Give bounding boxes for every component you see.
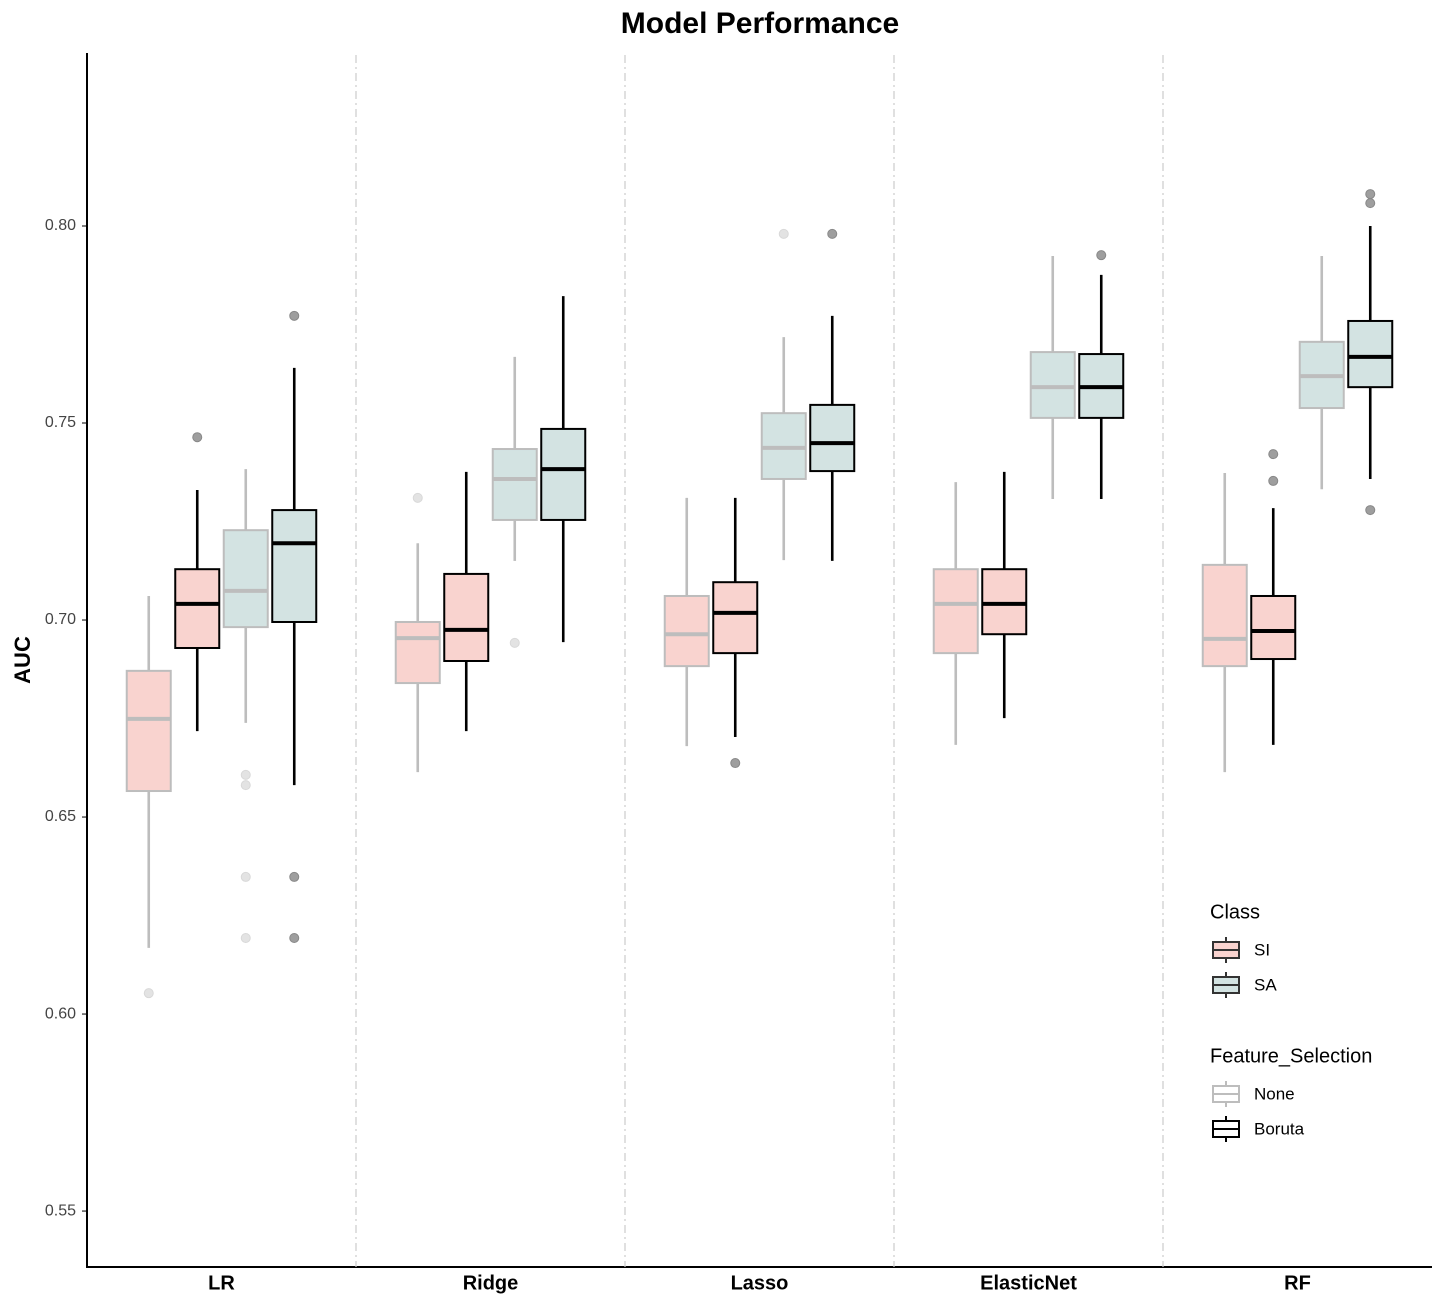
y-tick-label: 0.80	[45, 217, 76, 234]
outlier	[1096, 250, 1107, 261]
y-tick-label: 0.65	[45, 808, 76, 825]
outlier	[289, 932, 300, 943]
outlier	[289, 310, 300, 321]
legend-label: SI	[1254, 940, 1270, 959]
x-tick-label: Ridge	[463, 1272, 519, 1294]
box	[174, 568, 221, 649]
outlier	[1268, 475, 1279, 486]
outlier	[192, 432, 203, 443]
y-axis-label: AUC	[10, 636, 35, 684]
box	[712, 581, 759, 655]
outlier	[827, 228, 838, 239]
legend-label: None	[1254, 1084, 1295, 1103]
outlier	[143, 988, 154, 999]
x-tick-label: Lasso	[731, 1272, 789, 1294]
box	[1029, 351, 1076, 419]
box	[1201, 563, 1248, 668]
box	[491, 448, 538, 521]
outlier	[509, 637, 520, 648]
y-tick-label: 0.70	[45, 611, 76, 628]
box	[394, 620, 441, 685]
outlier	[1268, 449, 1279, 460]
box	[443, 572, 490, 663]
box	[1250, 594, 1297, 661]
legend-title: Class	[1210, 901, 1260, 923]
legend-title: Feature_Selection	[1210, 1045, 1372, 1067]
outlier	[240, 769, 251, 780]
box	[981, 568, 1028, 636]
box	[222, 529, 269, 629]
y-tick-label: 0.55	[45, 1202, 76, 1219]
box	[809, 403, 856, 473]
outlier	[1365, 189, 1376, 200]
chart-title: Model Performance	[621, 7, 899, 40]
box	[663, 594, 710, 668]
outlier	[240, 932, 251, 943]
outlier	[412, 492, 423, 503]
box	[271, 509, 318, 623]
y-tick-label: 0.75	[45, 414, 76, 431]
outlier	[240, 780, 251, 791]
outlier	[1365, 198, 1376, 209]
outlier	[289, 871, 300, 882]
outlier	[240, 871, 251, 882]
box	[540, 427, 587, 521]
box	[932, 568, 979, 655]
outlier	[778, 228, 789, 239]
x-tick-label: ElasticNet	[980, 1272, 1077, 1294]
box	[125, 669, 172, 793]
legend-label: Boruta	[1254, 1119, 1305, 1138]
y-tick-label: 0.60	[45, 1005, 76, 1022]
x-tick-label: RF	[1284, 1272, 1311, 1294]
x-tick-label: LR	[208, 1272, 235, 1294]
box	[1347, 319, 1394, 389]
legend-label: SA	[1254, 975, 1277, 994]
outlier	[1365, 505, 1376, 516]
outlier	[730, 758, 741, 769]
